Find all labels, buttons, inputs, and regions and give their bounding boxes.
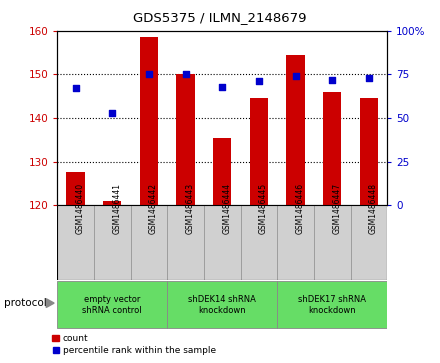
Bar	[66, 172, 85, 205]
Text: GSM1486444: GSM1486444	[222, 183, 231, 234]
Point	[145, 72, 152, 77]
Bar	[241, 205, 277, 280]
Bar	[250, 98, 268, 205]
Text: GSM1486447: GSM1486447	[332, 183, 341, 234]
Bar	[176, 74, 195, 205]
Text: GSM1486440: GSM1486440	[76, 183, 84, 234]
Text: GSM1486441: GSM1486441	[112, 183, 121, 234]
Text: GDS5375 / ILMN_2148679: GDS5375 / ILMN_2148679	[133, 11, 307, 24]
Bar	[57, 205, 94, 280]
Text: GSM1486443: GSM1486443	[186, 183, 194, 234]
Point	[292, 73, 299, 79]
Text: protocol: protocol	[4, 298, 47, 308]
Bar	[314, 205, 351, 280]
Point	[219, 84, 226, 90]
Point	[109, 110, 116, 116]
Bar	[204, 205, 241, 280]
Point	[182, 72, 189, 77]
Polygon shape	[46, 299, 54, 307]
Bar	[351, 205, 387, 280]
Text: GSM1486446: GSM1486446	[296, 183, 304, 234]
Bar	[323, 92, 341, 205]
Text: shDEK17 shRNA
knockdown: shDEK17 shRNA knockdown	[298, 295, 366, 315]
Point	[365, 75, 372, 81]
Point	[329, 77, 336, 82]
Text: GSM1486442: GSM1486442	[149, 183, 158, 234]
Bar	[286, 55, 305, 205]
Text: shDEK14 shRNA
knockdown: shDEK14 shRNA knockdown	[188, 295, 256, 315]
Bar	[131, 205, 167, 280]
Legend: count, percentile rank within the sample: count, percentile rank within the sample	[48, 331, 220, 359]
Bar	[140, 37, 158, 205]
Point	[72, 85, 79, 91]
Point	[255, 78, 262, 84]
Bar	[213, 138, 231, 205]
Text: empty vector
shRNA control: empty vector shRNA control	[82, 295, 142, 315]
Bar	[277, 281, 387, 328]
Text: GSM1486445: GSM1486445	[259, 183, 268, 234]
Bar	[167, 205, 204, 280]
Bar	[360, 98, 378, 205]
Bar	[103, 201, 121, 205]
Bar	[94, 205, 131, 280]
Bar	[277, 205, 314, 280]
Bar	[167, 281, 277, 328]
Bar	[57, 281, 167, 328]
Text: GSM1486448: GSM1486448	[369, 183, 378, 234]
